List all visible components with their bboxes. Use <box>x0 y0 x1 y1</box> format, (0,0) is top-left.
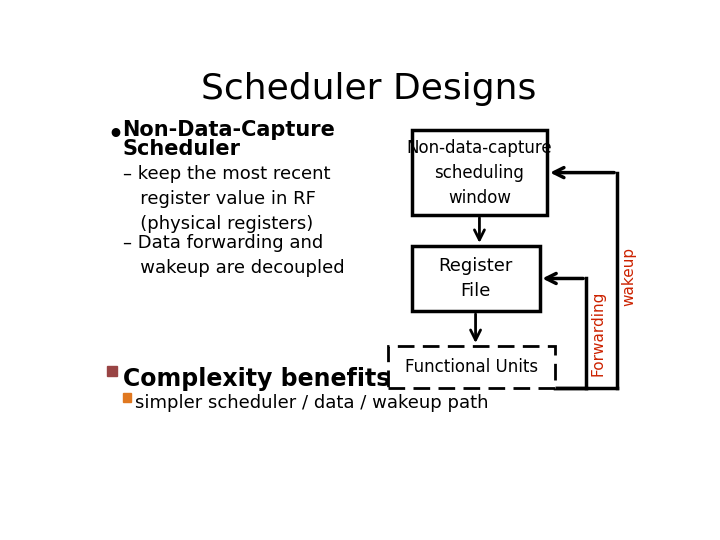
Text: Complexity benefits: Complexity benefits <box>122 367 390 390</box>
Text: Scheduler Designs: Scheduler Designs <box>202 72 536 106</box>
Bar <box>122 393 131 402</box>
Bar <box>412 130 547 215</box>
Text: Register
File: Register File <box>438 257 513 300</box>
Text: simpler scheduler / data / wakeup path: simpler scheduler / data / wakeup path <box>135 394 488 413</box>
Text: •: • <box>107 123 123 146</box>
Text: wakeup: wakeup <box>621 247 636 306</box>
Text: Forwarding: Forwarding <box>590 291 605 376</box>
Text: – Data forwarding and
   wakeup are decoupled: – Data forwarding and wakeup are decoupl… <box>122 234 344 277</box>
Bar <box>388 346 555 388</box>
Text: Non-Data-Capture: Non-Data-Capture <box>122 120 336 140</box>
Text: Scheduler: Scheduler <box>122 139 240 159</box>
Bar <box>107 366 117 376</box>
Bar <box>412 246 539 311</box>
Text: Functional Units: Functional Units <box>405 358 539 376</box>
Text: – keep the most recent
   register value in RF
   (physical registers): – keep the most recent register value in… <box>122 165 330 233</box>
Text: Non-data-capture
scheduling
window: Non-data-capture scheduling window <box>407 139 552 207</box>
